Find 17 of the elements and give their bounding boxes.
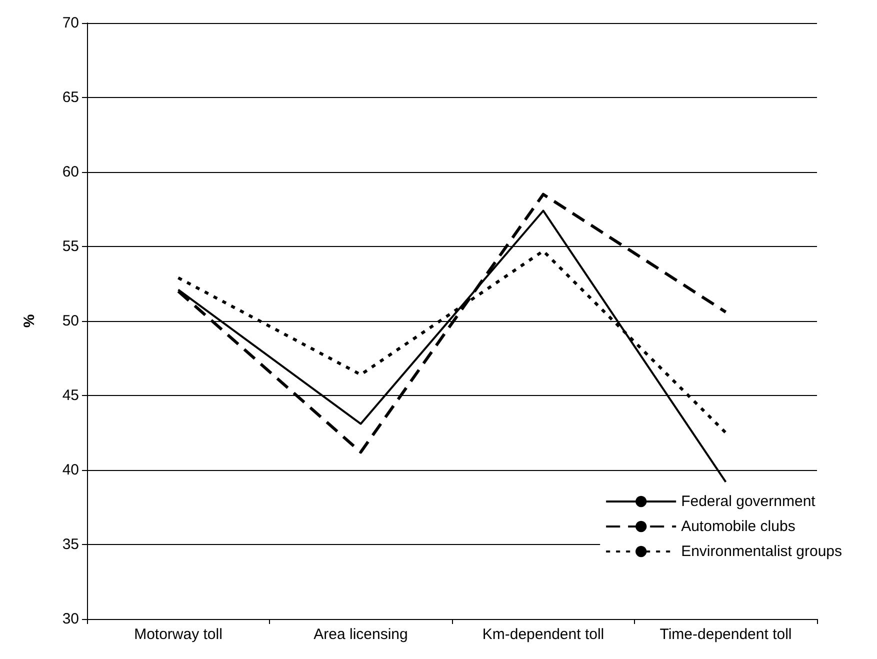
- legend-label: Federal government: [681, 493, 816, 510]
- y-tick-label: 70: [62, 14, 79, 32]
- x-tick-label: Km-dependent toll: [482, 626, 604, 643]
- y-tick-label: 30: [62, 610, 79, 628]
- y-tick-label: 60: [62, 164, 79, 180]
- legend-label: Automobile clubs: [681, 518, 796, 535]
- legend-label: Environmentalist groups: [681, 543, 842, 560]
- y-tick-label: 45: [62, 387, 79, 404]
- y-tick-label: 35: [62, 536, 79, 553]
- y-tick-label: 50: [62, 312, 79, 330]
- x-tick-label: Motorway toll: [134, 626, 222, 643]
- y-tick-label: 65: [62, 89, 79, 106]
- y-tick-label: 40: [62, 462, 79, 478]
- y-tick-label: 55: [62, 238, 79, 255]
- x-tick-label: Time-dependent toll: [660, 626, 792, 643]
- x-tick-label: Area licensing: [314, 626, 408, 643]
- y-axis-title: %: [21, 314, 38, 328]
